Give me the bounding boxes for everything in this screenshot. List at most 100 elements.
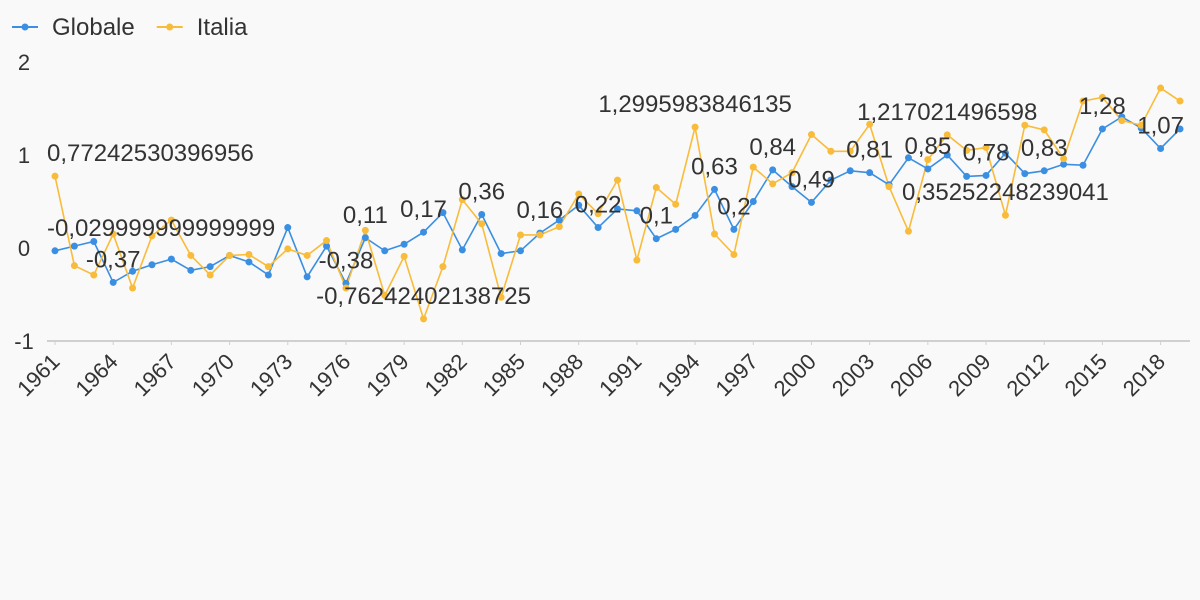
data-point [1098, 93, 1106, 101]
data-point [420, 228, 428, 236]
data-point [1157, 144, 1165, 152]
data-point [381, 247, 389, 255]
data-point [943, 151, 951, 159]
data-label: 0,81 [846, 137, 893, 164]
data-label: 0,84 [749, 134, 796, 161]
data-point [633, 256, 641, 264]
data-point [924, 165, 932, 173]
data-point [614, 205, 621, 213]
data-label: -0,37 [86, 246, 141, 273]
data-point [439, 209, 447, 217]
data-point [846, 147, 854, 155]
data-point [129, 284, 137, 292]
data-point [400, 252, 408, 260]
data-point [70, 242, 78, 250]
data-point [1040, 167, 1048, 175]
data-label: 0,77242530396956 [47, 140, 254, 167]
data-point [672, 200, 680, 208]
x-tick-label: 2015 [1060, 349, 1112, 401]
data-point [672, 225, 680, 233]
data-point [361, 226, 369, 234]
data-point [381, 291, 389, 299]
data-point [827, 176, 835, 184]
y-tick-label: 0 [18, 236, 30, 261]
data-point [846, 167, 854, 175]
data-point [594, 224, 602, 232]
data-point [982, 171, 990, 179]
data-label: 0,78 [963, 139, 1010, 166]
data-label: 0,16 [517, 197, 564, 224]
legend-marker [166, 23, 174, 31]
x-tick-label: 2018 [1118, 349, 1170, 401]
x-tick-label: 1973 [245, 349, 297, 401]
data-point [1098, 125, 1106, 133]
data-label: -0,029999999999999 [47, 215, 275, 242]
data-point [691, 123, 699, 131]
data-point [652, 184, 660, 192]
data-point [1021, 121, 1029, 129]
data-label: 0,85 [904, 133, 951, 160]
data-point [710, 230, 718, 238]
data-point [284, 245, 292, 253]
data-point [478, 220, 486, 228]
data-point [924, 156, 932, 164]
data-point [555, 216, 563, 224]
data-point [1021, 170, 1029, 178]
data-point [827, 147, 835, 155]
data-point [303, 251, 311, 259]
data-point [536, 231, 544, 239]
data-label: 1,217021496598 [857, 99, 1037, 126]
data-label: 1,2995983846135 [598, 91, 792, 118]
legend-marker [21, 23, 29, 31]
data-label: 0,36 [458, 179, 505, 206]
data-point [885, 183, 893, 191]
data-point [769, 180, 777, 188]
x-tick-label: 1976 [303, 349, 355, 401]
data-point [982, 144, 990, 152]
data-label: 0,1 [640, 203, 673, 230]
x-tick-label: 2003 [827, 349, 879, 401]
data-label: 0,2 [717, 193, 750, 220]
data-point [187, 266, 195, 274]
data-label: 1,07 [1137, 112, 1184, 139]
data-point [51, 172, 59, 180]
data-point [1176, 125, 1184, 133]
data-point [749, 163, 757, 171]
data-point [284, 224, 292, 232]
data-point [420, 315, 428, 323]
data-point [478, 211, 486, 219]
x-tick-label: 2012 [1001, 349, 1053, 401]
data-point [148, 232, 156, 240]
x-tick-label: 1961 [12, 349, 64, 401]
data-point [691, 211, 699, 219]
data-point [187, 251, 195, 259]
data-point [458, 246, 466, 254]
data-point [361, 234, 369, 242]
data-label: -0,76242402138725 [316, 283, 531, 310]
data-point [769, 166, 777, 174]
data-point [70, 262, 78, 270]
data-point [497, 250, 505, 258]
data-point [206, 271, 214, 279]
data-point [342, 284, 350, 292]
data-label: 0,11 [343, 202, 388, 229]
data-label: -0,38 [319, 247, 374, 274]
data-point [323, 242, 331, 250]
x-tick-label: 2000 [769, 349, 821, 401]
data-label: 0,22 [575, 192, 622, 219]
legend-label: Globale [52, 14, 135, 41]
data-point [1060, 155, 1068, 163]
data-label: 0,49 [788, 166, 835, 193]
data-point [264, 263, 272, 271]
data-point [710, 185, 718, 193]
data-point [517, 231, 525, 239]
data-point [206, 263, 214, 271]
data-point [943, 131, 951, 139]
data-point [51, 247, 59, 255]
data-point [866, 169, 874, 177]
data-label: 0,35252248239041 [902, 179, 1109, 206]
data-point [788, 169, 796, 177]
data-point [555, 223, 563, 231]
